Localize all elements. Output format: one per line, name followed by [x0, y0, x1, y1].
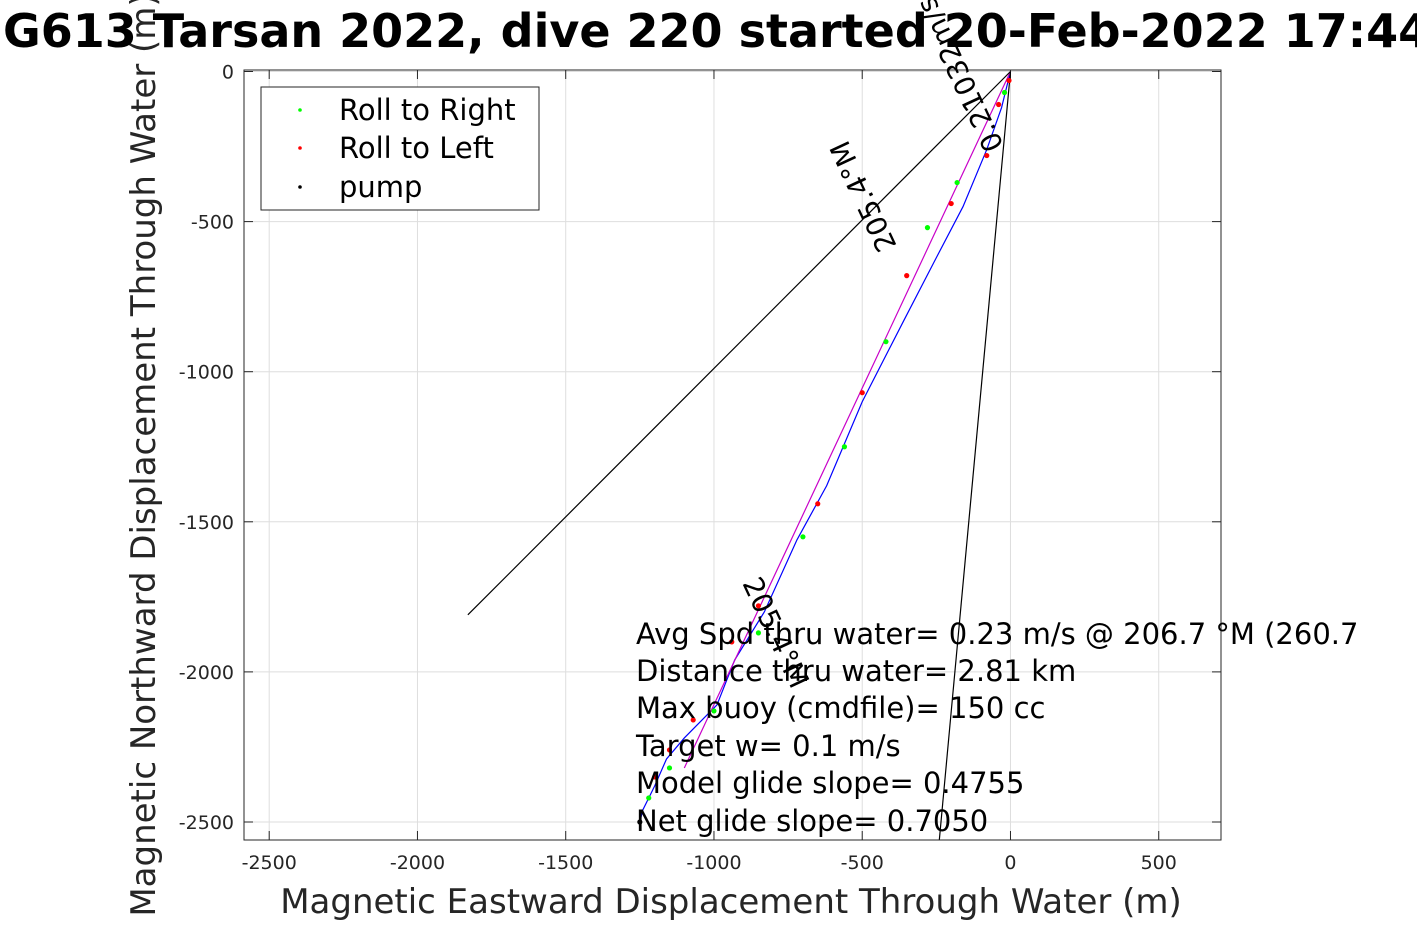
data-point-roll-to-right	[954, 179, 960, 186]
legend-marker-roll-left	[298, 146, 302, 150]
chart-title: SG613 Tarsan 2022, dive 220 started 20-F…	[0, 4, 1417, 58]
data-point-roll-to-right	[841, 444, 848, 450]
y-tick-label: -1000	[179, 362, 234, 384]
data-point-roll-to-left	[729, 639, 735, 645]
annotation-distance: Distance thru water= 2.81 km	[636, 654, 1076, 688]
x-axis-ticks: -2500 -2000 -1500 -1000 -500 0 500	[242, 70, 1177, 874]
series-points	[637, 77, 1012, 825]
data-point-roll-to-right	[646, 795, 652, 801]
data-point-roll-to-left	[1006, 77, 1012, 84]
data-point-roll-to-left	[815, 501, 821, 507]
y-axis-label: Magnetic Northward Displacement Through …	[124, 0, 164, 917]
data-point-roll-to-right	[883, 339, 889, 345]
annotation-net-glide: Net glide slope= 0.7050	[636, 804, 988, 838]
x-tick-label: -1000	[686, 852, 741, 874]
legend-box	[260, 86, 540, 211]
x-tick-label: -500	[841, 852, 884, 874]
x-axis-label: Magnetic Eastward Displacement Through W…	[280, 882, 1182, 922]
legend-marker-pump	[298, 185, 302, 189]
data-point-roll-to-right	[755, 630, 762, 636]
y-tick-label: -2000	[179, 662, 234, 684]
y-tick-label: -2500	[179, 812, 234, 834]
data-point-roll-to-left	[984, 152, 990, 159]
data-point-roll-to-left	[755, 603, 762, 609]
data-point-roll-to-left	[948, 200, 954, 207]
series-line-5	[467, 71, 1011, 616]
series-lines	[467, 71, 1012, 840]
data-point-roll-to-right	[1001, 89, 1008, 96]
x-tick-label: 500	[1141, 852, 1177, 874]
y-axis-ticks: 0 -500 -1000 -1500 -2000 -2500	[179, 62, 1221, 834]
annotation-target-w: Target w= 0.1 m/s	[635, 729, 901, 763]
data-point-roll-to-left	[652, 774, 658, 780]
data-point-roll-to-left	[996, 101, 1002, 108]
series-line-3	[639, 71, 1012, 823]
x-tick-label: -2000	[390, 852, 445, 874]
series-line-6	[938, 71, 1012, 840]
annotation-avg-speed: Avg Spd thru water= 0.23 m/s @ 206.7 °M …	[636, 617, 1358, 651]
x-tick-label: -2500	[242, 852, 297, 874]
x-tick-label: -1500	[538, 852, 593, 874]
x-tick-label: 0	[1004, 852, 1016, 874]
legend-label-pump: pump	[339, 170, 422, 204]
data-point-pump	[637, 819, 643, 825]
grid	[244, 70, 1221, 840]
data-point-roll-to-left	[666, 747, 673, 753]
annotation-max-buoy: Max buoy (cmdfile)= 150 cc	[636, 691, 1045, 725]
y-tick-label: 0	[222, 62, 234, 84]
annotation-block: Avg Spd thru water= 0.23 m/s @ 206.7 °M …	[635, 617, 1358, 838]
y-tick-label: -1500	[179, 512, 234, 534]
legend-label-roll-right: Roll to Right	[339, 93, 516, 127]
plot-frame	[243, 69, 1222, 841]
data-point-roll-to-left	[859, 390, 865, 396]
legend: Roll to Right Roll to Left pump	[260, 86, 540, 211]
data-point-roll-to-left	[690, 717, 696, 723]
series-line-4	[683, 71, 1012, 769]
data-point-roll-to-right	[924, 225, 931, 231]
annotation-model-glide: Model glide slope= 0.4755	[636, 766, 1024, 800]
data-point-roll-to-left	[904, 273, 910, 279]
legend-label-roll-left: Roll to Left	[339, 131, 494, 165]
data-point-roll-to-right	[800, 534, 806, 540]
data-point-roll-to-right	[711, 708, 717, 714]
legend-marker-roll-right	[298, 108, 302, 112]
data-point-roll-to-right	[666, 765, 673, 771]
y-tick-label: -500	[191, 212, 234, 234]
